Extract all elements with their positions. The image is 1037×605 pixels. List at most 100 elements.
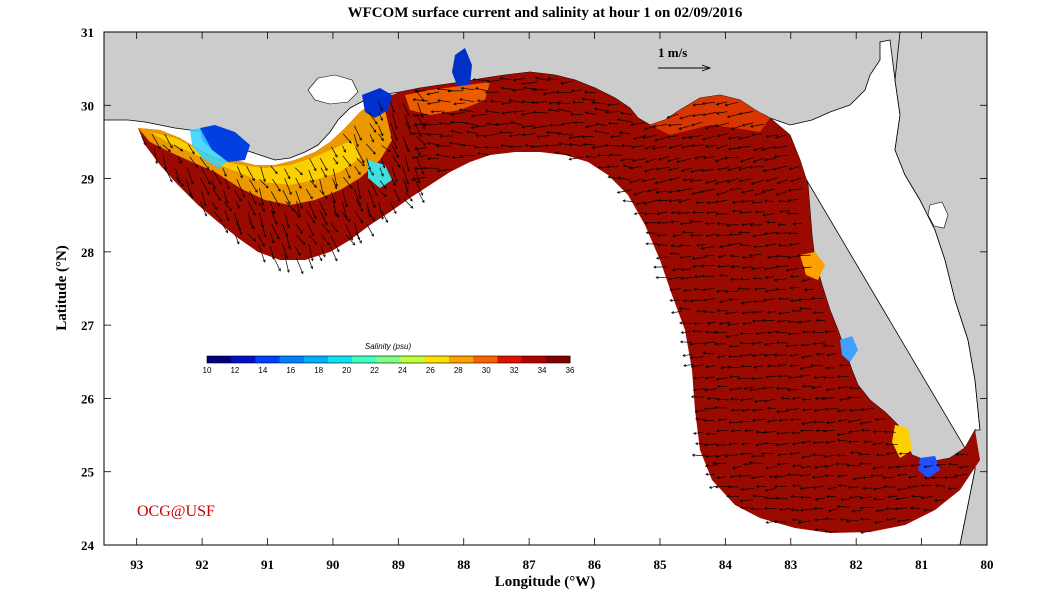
current-vector [405,121,412,135]
current-vector-head [459,98,463,102]
current-vector-head [702,113,706,117]
current-vector-head [828,508,832,512]
current-vector [705,180,717,184]
current-vector [258,212,264,228]
current-vector [295,177,302,189]
current-vector [779,508,790,511]
current-vector-head [887,466,891,470]
current-vector [320,167,327,178]
current-vector [487,79,500,83]
current-vector-head [655,275,659,280]
current-vector-head [777,243,782,247]
current-vector-head [313,168,317,172]
current-vector-head [583,90,588,94]
current-vector [825,440,836,444]
current-vector [427,157,439,160]
current-vector-head [461,143,466,147]
current-vector-head [740,159,744,163]
current-vector [680,222,693,225]
current-vector-head [548,101,552,105]
current-vector-head [475,134,479,138]
current-vector [355,199,364,212]
current-vector-head [705,145,709,149]
current-vector [853,477,863,480]
current-vector [718,418,727,421]
current-vector [778,364,787,366]
current-vector [413,177,423,196]
current-vector-head [361,160,365,164]
current-vector [366,158,371,170]
current-vector-head [297,214,301,218]
current-vector-head [426,133,430,137]
current-vector-head [693,287,697,291]
current-vector [642,178,656,182]
current-vector [521,111,535,115]
current-vector-head [274,221,278,225]
florida-bay-plume [918,456,940,478]
current-vector-head [785,408,789,412]
current-vector-head [512,88,516,92]
current-vector [802,266,812,269]
current-vector [689,342,703,345]
current-vector-head [669,252,673,256]
current-vector-head [761,189,765,193]
current-vector [294,210,301,218]
current-vector-head [715,454,719,458]
current-vector [284,212,290,228]
current-vector [775,443,788,446]
current-vector-head [762,318,766,323]
current-vector [391,166,397,182]
current-vector [707,321,716,324]
current-vector-head [180,148,184,152]
current-vector [719,274,729,277]
current-vector-head [310,258,314,262]
current-vector-head [896,519,901,523]
current-vector-head [812,420,817,424]
current-vector-head [359,137,362,141]
current-vector-head [501,111,505,115]
current-vector [402,136,410,153]
current-vector [672,267,682,271]
current-vector [731,125,742,130]
current-vector-head [702,288,706,292]
current-vector [644,199,658,205]
current-vector-head [143,142,147,146]
current-vector-head [730,277,734,281]
current-vector [633,190,646,196]
current-vector [802,408,812,411]
current-vector-head [873,487,877,491]
current-vector [404,155,410,172]
current-vector-head [812,486,816,489]
current-vector [380,157,385,168]
current-vector-head [798,306,803,310]
current-vector-head [716,192,720,196]
current-vector [681,268,691,271]
current-vector [764,157,777,161]
current-vector-head [298,252,301,256]
colorbar-cell [352,356,377,363]
current-vector [416,136,426,146]
current-vector-head [476,99,480,103]
current-vector-head [896,473,901,477]
current-vector-head [859,421,863,425]
current-vector-head [206,166,210,171]
current-vector [642,134,657,139]
current-vector-head [666,159,671,163]
current-vector-head [568,142,573,146]
current-vector [270,165,278,174]
current-vector [744,386,754,390]
current-vector-head [426,102,431,106]
current-vector [188,187,194,199]
current-vector [692,454,706,457]
current-vector [802,455,813,458]
colorbar-ticks: 10 12 14 16 18 20 22 24 26 28 30 32 34 36 [203,366,575,375]
current-vector-head [285,255,289,260]
current-vector-head [654,138,658,142]
current-vector [725,101,739,106]
current-vector-head [666,115,670,119]
current-vector-head [728,233,732,237]
current-vector-head [755,430,759,434]
current-vector-head [739,506,744,510]
current-vector-head [738,136,742,140]
current-vector-head [872,497,877,501]
